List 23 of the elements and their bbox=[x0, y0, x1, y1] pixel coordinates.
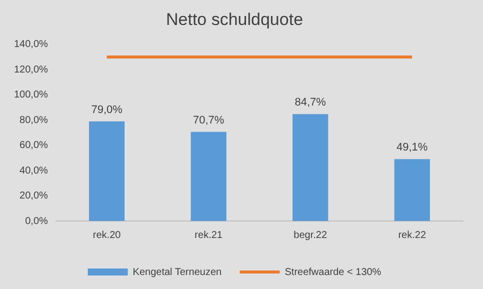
legend-label: Kengetal Terneuzen bbox=[132, 266, 222, 278]
y-tick-label: 60,0% bbox=[20, 140, 48, 152]
legend-label: Streefwaarde < 130% bbox=[284, 266, 382, 278]
y-tick-label: 0,0% bbox=[25, 216, 48, 227]
bar bbox=[394, 159, 430, 221]
chart-title: Netto schuldquote bbox=[166, 10, 304, 29]
bar bbox=[190, 132, 226, 221]
x-tick-label: rek.20 bbox=[92, 230, 122, 241]
y-tick-label: 120,0% bbox=[14, 64, 48, 76]
data-label: 79,0% bbox=[91, 104, 123, 116]
x-tick-label: rek.22 bbox=[398, 230, 426, 241]
y-tick-label: 40,0% bbox=[20, 165, 48, 176]
data-label: 84,7% bbox=[294, 96, 326, 109]
data-label: 49,1% bbox=[396, 142, 428, 154]
y-tick-label: 20,0% bbox=[20, 190, 48, 202]
y-tick-label: 140,0% bbox=[14, 39, 48, 50]
bar bbox=[292, 114, 328, 221]
y-tick-label: 80,0% bbox=[20, 114, 48, 126]
data-label: 70,7% bbox=[192, 114, 224, 126]
bar bbox=[88, 121, 125, 221]
x-tick-label: rek.21 bbox=[194, 230, 223, 241]
y-tick-label: 100,0% bbox=[14, 90, 48, 101]
x-tick-label: begr.22 bbox=[294, 230, 328, 241]
